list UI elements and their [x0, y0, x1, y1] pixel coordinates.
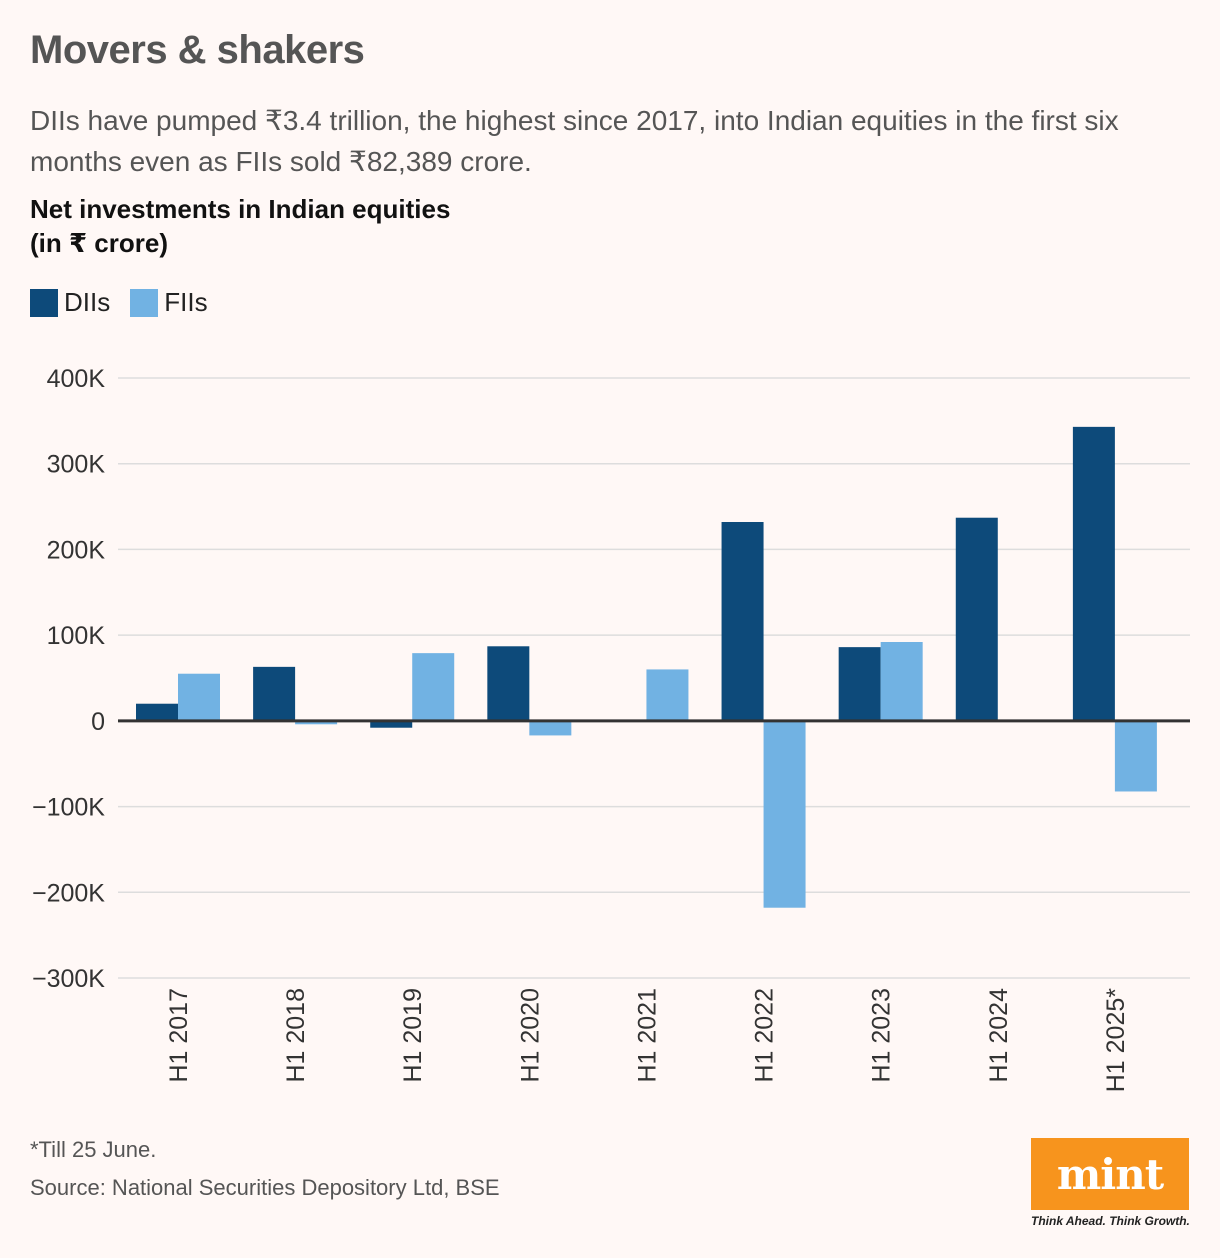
- x-tick-label: H1 2018: [282, 988, 310, 1083]
- legend: DIIs FIIs: [30, 287, 228, 318]
- x-tick-label: H1 2025*: [1102, 988, 1130, 1093]
- x-tick-label: H1 2023: [868, 988, 896, 1083]
- bar-fii: [1114, 720, 1157, 792]
- bar-fii: [295, 720, 338, 725]
- x-tick-label: H1 2019: [399, 988, 427, 1083]
- bar-dii: [838, 647, 881, 721]
- bar-dii: [1072, 426, 1115, 721]
- y-tick-label: 100K: [47, 622, 106, 650]
- legend-item-diis: DIIs: [30, 287, 110, 318]
- y-tick-label: 0: [91, 708, 105, 736]
- y-tick-label: −300K: [32, 965, 105, 993]
- bar-dii: [253, 666, 296, 721]
- chart-subtitle: DIIs have pumped ₹3.4 trillion, the high…: [30, 105, 1119, 177]
- bar-chart: 400K 300K 200K 100K 0 −100K −200K −300K H1 2017 H…: [32, 365, 1190, 1093]
- legend-swatch-diis: [30, 288, 58, 317]
- chart-headline: Movers & shakers: [30, 28, 365, 72]
- mint-logo: mint: [1031, 1138, 1189, 1210]
- x-tick-label: H1 2024: [985, 988, 1013, 1083]
- bar-fii: [880, 642, 923, 721]
- y-tick-label: −100K: [32, 794, 105, 822]
- x-tick-label: H1 2017: [165, 988, 193, 1083]
- chart-title: Net investments in Indian equities (in ₹…: [30, 192, 450, 260]
- bar-dii: [136, 703, 178, 721]
- chart-title-line1: Net investments in Indian equities: [30, 194, 451, 224]
- bar-dii: [370, 720, 413, 728]
- y-tick-label: −200K: [32, 879, 105, 907]
- bar-fii: [763, 720, 806, 908]
- y-tick-label: 300K: [47, 451, 106, 479]
- y-tick-label: 400K: [47, 365, 106, 393]
- source-note: Source: National Securities Depository L…: [30, 1175, 500, 1200]
- bar-fii: [412, 653, 455, 721]
- logo-tagline: Think Ahead. Think Growth.: [1031, 1214, 1190, 1228]
- bar-fii: [529, 720, 572, 736]
- bar-dii: [955, 517, 998, 721]
- chart-title-line2: (in ₹ crore): [30, 228, 168, 258]
- bar-fii: [646, 669, 689, 721]
- bar-dii: [721, 522, 764, 721]
- bar-dii: [487, 646, 530, 721]
- x-tick-label: H1 2022: [751, 988, 779, 1083]
- bar-fii: [178, 673, 220, 721]
- legend-label-diis: DIIs: [64, 287, 111, 317]
- y-tick-label: 200K: [47, 536, 106, 564]
- legend-label-fiis: FIIs: [164, 287, 208, 317]
- legend-item-fiis: FIIs: [130, 287, 208, 318]
- footnote: *Till 25 June.: [30, 1137, 157, 1162]
- x-tick-label: H1 2021: [633, 988, 661, 1083]
- x-tick-label: H1 2020: [516, 988, 544, 1083]
- legend-swatch-fiis: [130, 288, 159, 317]
